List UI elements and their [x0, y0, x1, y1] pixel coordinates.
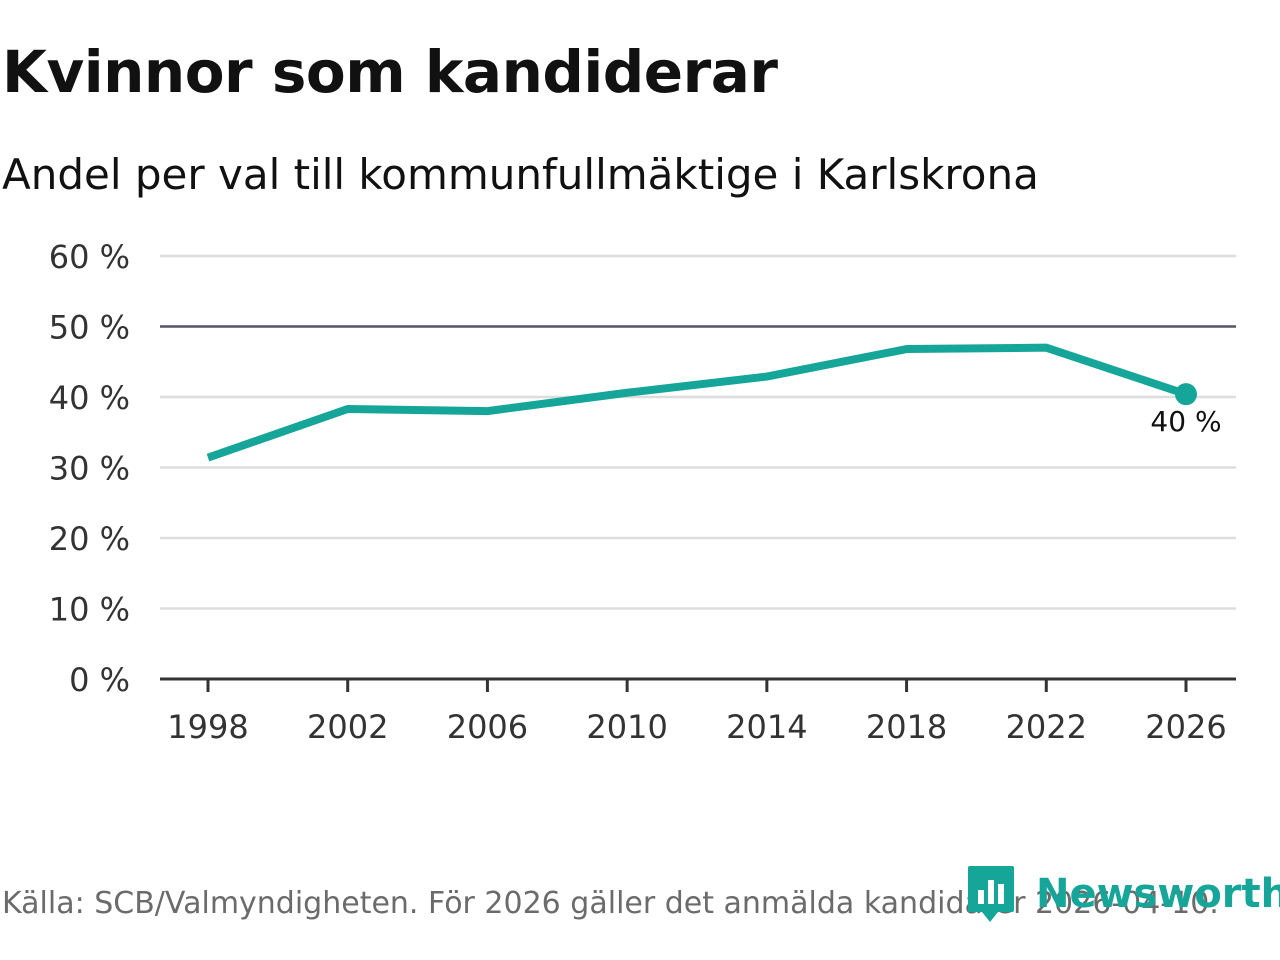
y-tick-label: 30 % [49, 450, 130, 488]
chart-title: Kvinnor som kandiderar [2, 38, 778, 106]
source-note: Källa: SCB/Valmyndigheten. För 2026 gäll… [2, 886, 1219, 921]
chart-subtitle: Andel per val till kommunfullmäktige i K… [2, 150, 1039, 199]
x-tick-label: 2010 [586, 708, 667, 746]
brand-logo: Newsworthy [966, 864, 1280, 924]
end-value-label: 40 % [1150, 405, 1221, 438]
newsworthy-logo-icon [968, 866, 1014, 922]
x-tick-label: 2026 [1145, 708, 1226, 746]
x-tick-label: 2014 [726, 708, 807, 746]
brand-name: Newsworthy [1036, 871, 1280, 917]
x-tick-label: 2006 [447, 708, 528, 746]
x-tick-label: 2002 [307, 708, 388, 746]
y-tick-label: 20 % [49, 520, 130, 558]
y-tick-label: 50 % [49, 309, 130, 347]
end-point-marker [1175, 383, 1197, 406]
x-tick-label: 2022 [1006, 708, 1087, 746]
line-chart: 0 % 10 % 20 % 30 % 40 % 50 % 60 % 1998 2002 2006 2… [49, 238, 1236, 746]
y-tick-label: 0 % [69, 661, 130, 699]
series-line [206, 343, 1188, 462]
y-tick-label: 40 % [49, 379, 130, 417]
y-tick-label: 10 % [49, 591, 130, 629]
x-tick-label: 2018 [866, 708, 947, 746]
x-tick-label: 1998 [167, 708, 248, 746]
y-tick-label: 60 % [49, 238, 130, 276]
